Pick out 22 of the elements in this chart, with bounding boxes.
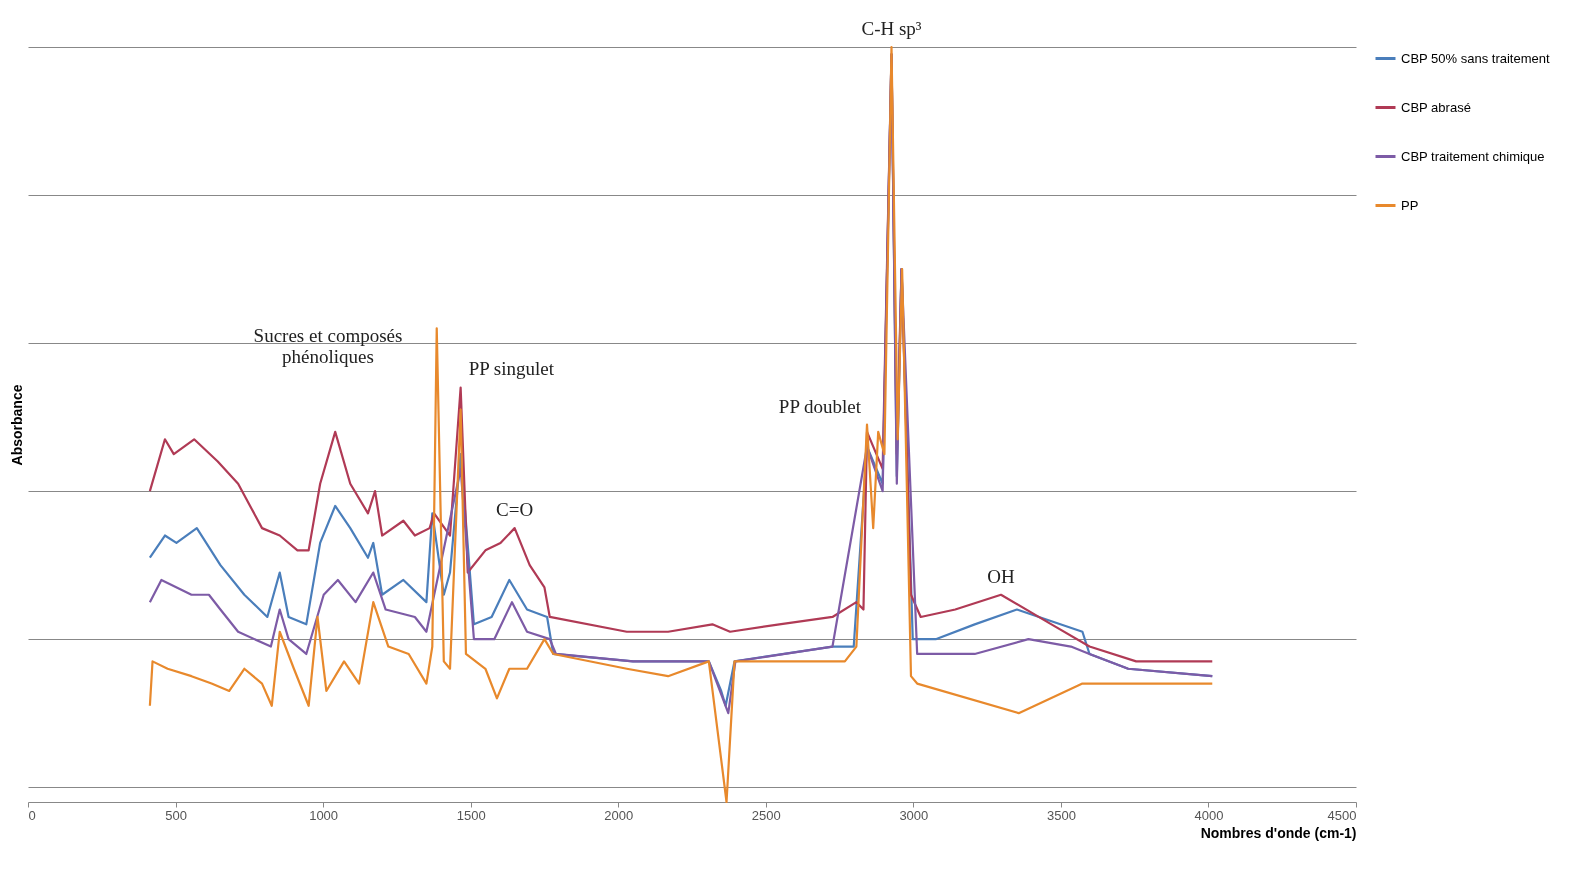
annotation: OH (987, 565, 1015, 587)
annotation: C=O (496, 499, 534, 521)
x-tick-label: 2500 (751, 807, 781, 823)
x-tick-label: 0 (28, 807, 36, 823)
legend-label: CBP 50% sans traitement (1401, 50, 1550, 66)
annotation: PP doublet (778, 395, 862, 417)
x-tick-label: 1500 (456, 807, 486, 823)
x-tick-label: 3500 (1046, 807, 1076, 823)
annotation: PP singulet (468, 358, 555, 380)
x-tick-label: 3000 (899, 807, 929, 823)
legend-label: CBP traitement chimique (1401, 148, 1545, 164)
y-axis-title: Absorbance (8, 384, 25, 466)
legend-label: PP (1401, 197, 1419, 213)
x-axis-title: Nombres d'onde (cm-1) (1200, 824, 1357, 841)
annotation: C-H sp³ (861, 18, 922, 39)
x-tick-label: 1000 (309, 807, 339, 823)
x-tick-label: 4000 (1194, 807, 1224, 823)
x-tick-label: 4500 (1327, 807, 1357, 823)
x-tick-label: 500 (165, 807, 187, 823)
legend-label: CBP abrasé (1401, 99, 1471, 115)
x-tick-label: 2000 (604, 807, 634, 823)
annotation: Sucres et composés phénoliques (253, 325, 403, 367)
